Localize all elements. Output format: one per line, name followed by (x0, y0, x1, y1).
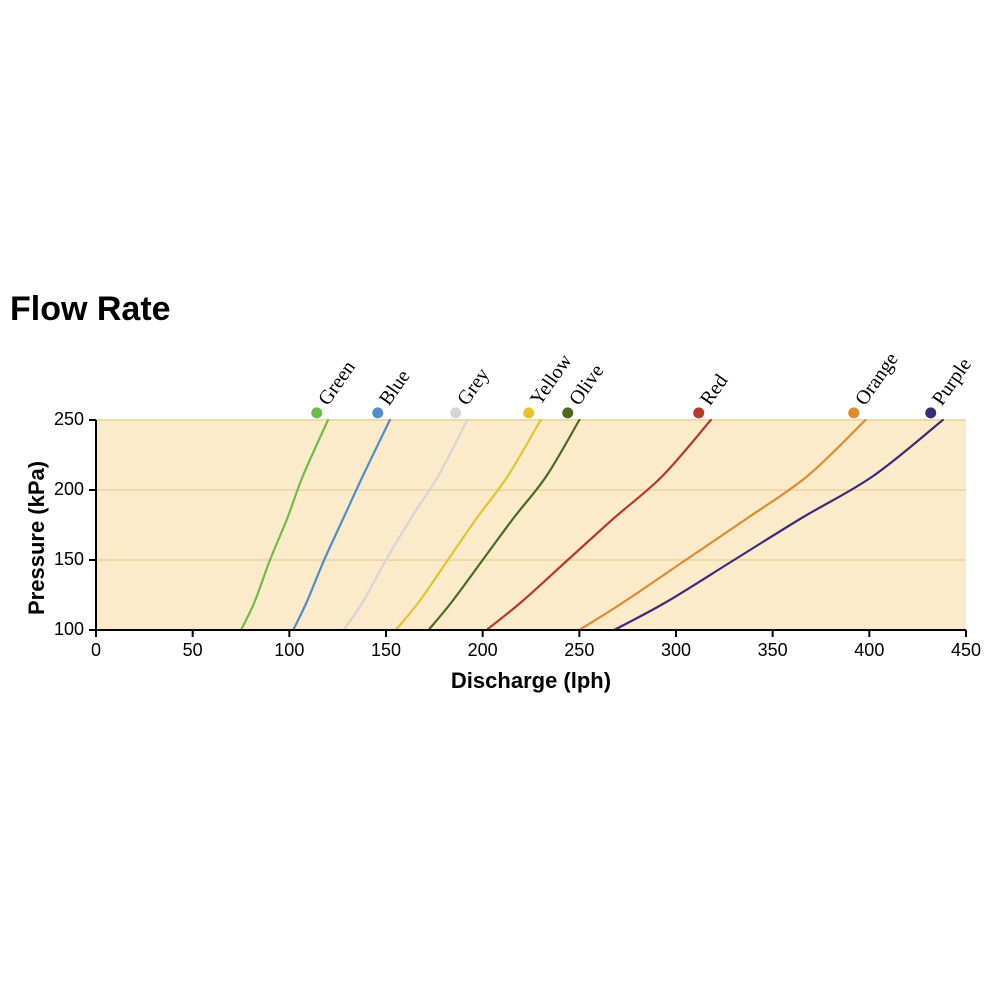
x-tick-label: 350 (755, 640, 791, 661)
x-tick-label: 100 (271, 640, 307, 661)
y-tick-label: 100 (54, 619, 84, 640)
x-tick-label: 250 (561, 640, 597, 661)
chart-svg (0, 0, 1000, 1000)
x-tick-label: 450 (948, 640, 984, 661)
x-tick-label: 50 (175, 640, 211, 661)
y-tick-label: 250 (54, 409, 84, 430)
x-tick-label: 200 (465, 640, 501, 661)
flow-rate-chart: Flow Rate Discharge (lph) Pressure (kPa)… (0, 0, 1000, 1000)
y-axis-label: Pressure (kPa) (24, 461, 50, 615)
y-tick-label: 200 (54, 479, 84, 500)
x-tick-label: 150 (368, 640, 404, 661)
x-tick-label: 400 (851, 640, 887, 661)
x-tick-label: 300 (658, 640, 694, 661)
x-axis-label: Discharge (lph) (431, 668, 631, 694)
y-tick-label: 150 (54, 549, 84, 570)
x-tick-label: 0 (78, 640, 114, 661)
